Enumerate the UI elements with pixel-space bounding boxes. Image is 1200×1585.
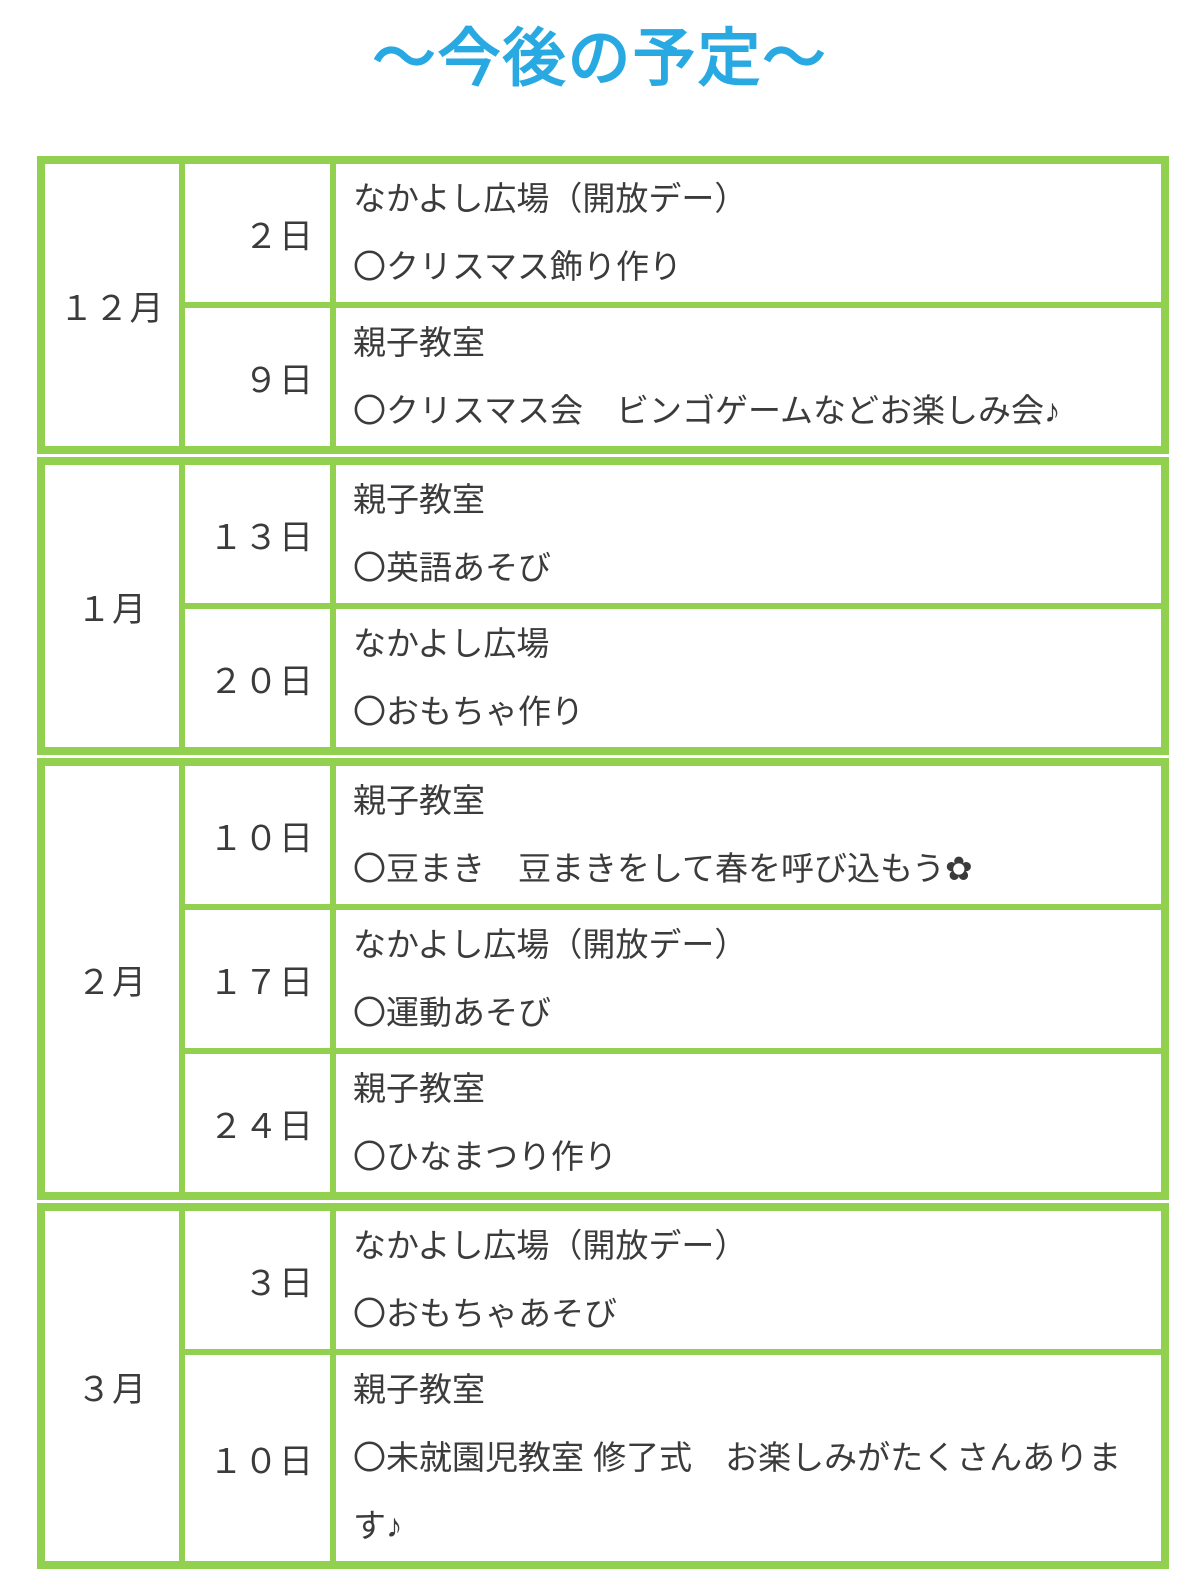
event-line: なかよし広場（開放デー）	[353, 1227, 748, 1265]
event-line: 〇ひなまつり作り	[353, 1138, 617, 1176]
day-cell: ２４日	[179, 1048, 330, 1193]
event-line: 親子教室	[353, 1371, 485, 1409]
event-line: 〇おもちゃ作り	[353, 693, 584, 731]
day-cell: ９日	[179, 302, 330, 447]
day-cell: ２日	[179, 164, 330, 303]
month-block: ２月 １０日 親子教室 〇豆まき 豆まきをして春を呼び込もう✿ １７日 なかよし広場（開放…	[37, 758, 1169, 1201]
event-line: なかよし広場（開放デー）	[353, 926, 748, 964]
event-line: 〇クリスマス飾り作り	[353, 248, 683, 286]
event-line: 親子教室	[353, 324, 485, 362]
month-cell: １２月	[59, 289, 165, 328]
event-line: 〇おもちゃあそび	[353, 1295, 617, 1333]
month-block: １２月 ２日 なかよし広場（開放デー） 〇クリスマス飾り作り ９日 親子教室〇クリスマス会…	[37, 156, 1169, 455]
schedule-table: １２月 ２日 なかよし広場（開放デー） 〇クリスマス飾り作り ９日 親子教室 〇クリスマス会…	[37, 156, 1169, 1570]
event-line: 〇英語あそび	[353, 549, 551, 587]
event-line: 〇豆まき 豆まきをして春を呼び込もう✿	[353, 850, 973, 888]
event-cell: 親子教室〇未就園児教室 修了式 お楽しみがたくさんあります♪	[330, 1349, 1161, 1562]
event-cell: 親子教室〇英語あそび	[330, 465, 1161, 604]
event-cell: 親子教室〇クリスマス会 ビンゴゲームなどお楽しみ会♪	[330, 302, 1161, 447]
event-cell: なかよし広場（開放デー） 〇クリスマス飾り作り	[330, 164, 1161, 303]
day-cell: ２０日	[179, 603, 330, 748]
event-line: 親子教室	[353, 1070, 485, 1108]
event-cell: 親子教室〇ひなまつり作り	[330, 1048, 1161, 1193]
page-title: 〜今後の予定〜	[372, 24, 828, 94]
event-line: 親子教室	[353, 782, 485, 820]
event-line: なかよし広場	[353, 625, 550, 663]
event-line: 〇クリスマス会 ビンゴゲームなどお楽しみ会♪	[353, 392, 1061, 430]
month-cell: ２月	[77, 963, 147, 1002]
month-cell: １月	[77, 590, 147, 629]
event-line: 〇未就園児教室 修了式 お楽しみがたくさんあります♪	[353, 1439, 1122, 1545]
event-line: 親子教室	[353, 481, 485, 519]
day-cell: １３日	[179, 465, 330, 604]
event-line: 〇運動あそび	[353, 994, 551, 1032]
event-cell: なかよし広場（開放デー） 〇おもちゃあそび	[330, 1211, 1161, 1350]
day-cell: ３日	[179, 1211, 330, 1350]
month-block: ３月 ３日 なかよし広場（開放デー） 〇おもちゃあそび １０日 親子教室〇未就園児教室 修…	[37, 1203, 1169, 1570]
event-cell: なかよし広場 〇おもちゃ作り	[330, 603, 1161, 748]
day-cell: １７日	[179, 904, 330, 1049]
event-line: なかよし広場（開放デー）	[353, 180, 748, 218]
day-cell: １０日	[179, 766, 330, 905]
month-cell: ３月	[77, 1370, 147, 1409]
event-cell: 親子教室〇豆まき 豆まきをして春を呼び込もう✿	[330, 766, 1161, 905]
month-block: １月 １３日 親子教室 〇英語あそび ２０日 なかよし広場 〇おもちゃ作り	[37, 457, 1169, 756]
day-cell: １０日	[179, 1349, 330, 1562]
event-cell: なかよし広場（開放デー） 〇運動あそび	[330, 904, 1161, 1049]
